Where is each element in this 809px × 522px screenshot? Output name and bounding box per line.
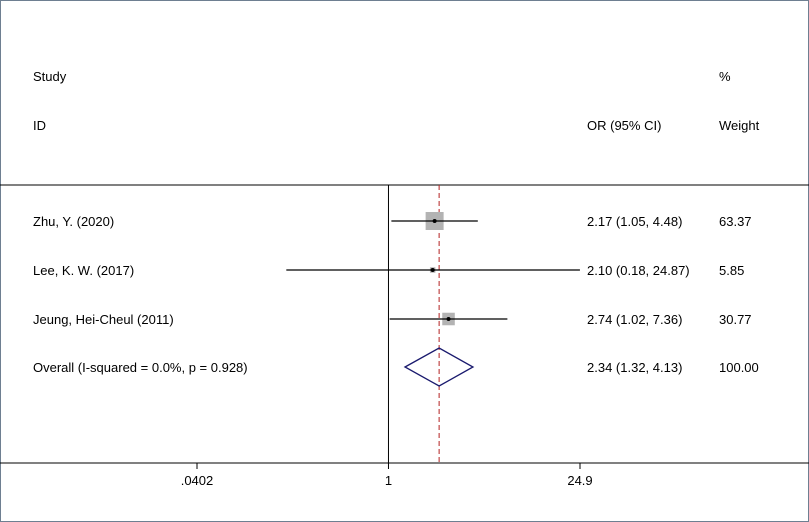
or-ci-value: 2.74 (1.02, 7.36) [587, 312, 682, 327]
x-axis-ticks: .0402 1 24.9 [181, 463, 593, 488]
point-estimate [446, 317, 451, 321]
header-id: ID [33, 118, 46, 133]
or-ci-value: 2.17 (1.05, 4.48) [587, 214, 682, 229]
weight-value: 100.00 [719, 360, 759, 375]
overall-label: Overall (I-squared = 0.0%, p = 0.928) [33, 360, 248, 375]
weight-value: 63.37 [719, 214, 752, 229]
plot-marks: Zhu, Y. (2020) 2.17 (1.05, 4.48) 63.37 Lee,… [33, 185, 759, 463]
study-label: Zhu, Y. (2020) [33, 214, 114, 229]
header-study: Study [33, 69, 67, 84]
header-weight-percent: % [719, 69, 731, 84]
x-tick-label: 1 [385, 473, 392, 488]
point-estimate [432, 219, 437, 223]
header-weight: Weight [719, 118, 760, 133]
weight-value: 30.77 [719, 312, 752, 327]
study-label: Jeung, Hei-Cheul (2011) [33, 312, 174, 327]
study-label: Lee, K. W. (2017) [33, 263, 134, 278]
or-ci-value: 2.34 (1.32, 4.13) [587, 360, 682, 375]
header-or-ci: OR (95% CI) [587, 118, 661, 133]
or-ci-value: 2.10 (0.18, 24.87) [587, 263, 690, 278]
point-estimate [430, 268, 435, 272]
x-tick-label: .0402 [181, 473, 214, 488]
overall-diamond [403, 347, 475, 387]
x-tick-label: 24.9 [567, 473, 592, 488]
weight-value: 5.85 [719, 263, 744, 278]
